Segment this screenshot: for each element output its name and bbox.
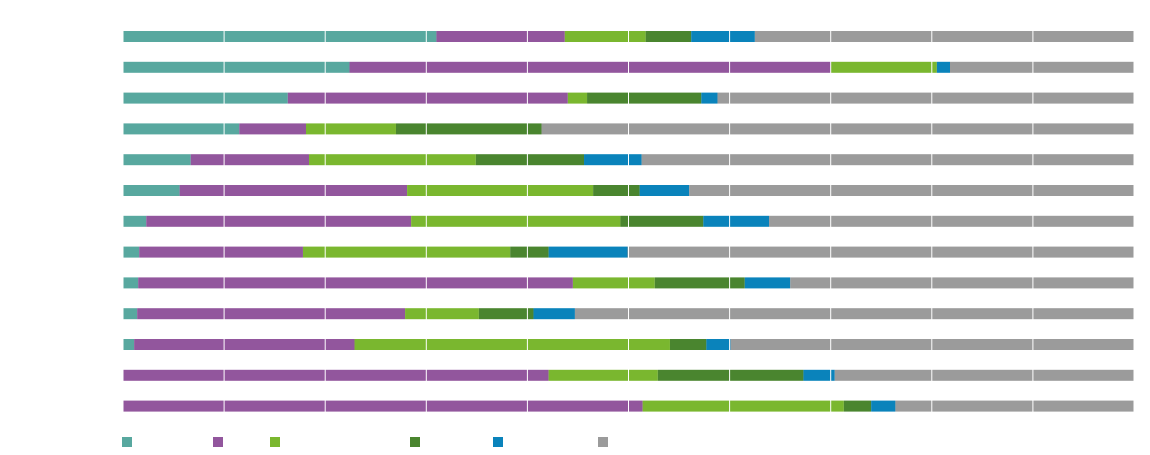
bar-segment-series-2	[287, 92, 568, 104]
bar-segment-series-1	[123, 339, 135, 350]
bar-segment-series-1	[123, 308, 138, 320]
legend-swatch-series-1	[122, 437, 132, 447]
bar-segment-series-6	[641, 154, 1134, 166]
bar-segment-series-2	[349, 61, 831, 73]
bar-segment-series-1	[123, 154, 191, 166]
bar-segment-series-2	[436, 31, 565, 42]
bar-segment-series-4	[843, 400, 872, 412]
bar-segment-series-1	[123, 123, 240, 135]
bar-row	[123, 185, 1134, 196]
bars-layer	[123, 31, 1135, 412]
bar-segment-series-6	[730, 339, 1134, 350]
bar-segment-series-4	[654, 277, 745, 289]
bar-segment-series-3	[642, 400, 844, 412]
bar-segment-series-6	[541, 123, 1134, 135]
bar-segment-series-6	[754, 31, 1135, 42]
bar-segment-series-2	[123, 369, 549, 381]
bar-segment-series-5	[706, 339, 731, 350]
bar-segment-series-5	[533, 308, 575, 320]
bar-segment-series-2	[134, 339, 355, 350]
bar-row	[123, 92, 1134, 104]
bar-segment-series-6	[717, 92, 1134, 104]
bar-segment-series-6	[834, 369, 1134, 381]
bar-segment-series-4	[645, 31, 692, 42]
bar-row	[123, 154, 1134, 166]
bar-segment-series-3	[305, 123, 396, 135]
bar-row	[123, 215, 1134, 227]
bar-segment-series-4	[669, 339, 707, 350]
bar-row	[123, 31, 1135, 42]
bar-segment-series-3	[567, 92, 588, 104]
bar-row	[123, 308, 1134, 320]
bar-segment-series-4	[395, 123, 542, 135]
bar-row	[123, 400, 1134, 412]
bar-segment-series-3	[572, 277, 655, 289]
bar-segment-series-4	[593, 185, 640, 196]
bar-segment-series-3	[411, 215, 621, 227]
bar-segment-series-6	[627, 246, 1134, 258]
bar-segment-series-1	[123, 61, 350, 73]
legend-swatch-series-2	[213, 437, 223, 447]
bar-row	[123, 246, 1134, 258]
bar-segment-series-4	[478, 308, 534, 320]
bar-segment-series-5	[936, 61, 950, 73]
bar-segment-series-2	[139, 246, 303, 258]
bar-segment-series-6	[689, 185, 1134, 196]
bar-segment-series-3	[354, 339, 670, 350]
bar-segment-series-1	[123, 277, 139, 289]
bar-segment-series-3	[302, 246, 511, 258]
bar-segment-series-3	[548, 369, 658, 381]
bar-segment-series-2	[138, 277, 573, 289]
bar-segment-series-1	[123, 246, 140, 258]
bar-segment-series-3	[564, 31, 646, 42]
bar-segment-series-5	[701, 92, 718, 104]
bar-segment-series-3	[830, 61, 937, 73]
bar-row	[123, 369, 1134, 381]
bar-segment-series-5	[639, 185, 690, 196]
bar-row	[123, 277, 1134, 289]
legend-swatch-series-4	[410, 437, 420, 447]
bar-segment-series-2	[190, 154, 310, 166]
bar-segment-series-4	[587, 92, 702, 104]
bar-segment-series-5	[744, 277, 791, 289]
bar-segment-series-4	[657, 369, 804, 381]
bar-segment-series-6	[950, 61, 1134, 73]
bar-segment-series-4	[510, 246, 549, 258]
bar-segment-series-1	[123, 92, 288, 104]
bar-segment-series-6	[574, 308, 1134, 320]
bar-segment-series-3	[405, 308, 479, 320]
bar-segment-series-3	[407, 185, 594, 196]
legend-swatch-series-3	[270, 437, 280, 447]
bar-segment-series-2	[146, 215, 412, 227]
bar-segment-series-5	[871, 400, 896, 412]
bar-segment-series-5	[803, 369, 835, 381]
bar-segment-series-4	[620, 215, 704, 227]
bar-row	[123, 123, 1134, 135]
bar-segment-series-1	[123, 31, 437, 42]
bar-segment-series-6	[790, 277, 1134, 289]
legend-swatch-series-5	[493, 437, 503, 447]
bar-segment-series-6	[769, 215, 1134, 227]
bar-segment-series-3	[309, 154, 476, 166]
bar-segment-series-5	[584, 154, 642, 166]
bar-segment-series-5	[703, 215, 770, 227]
bar-segment-series-4	[475, 154, 585, 166]
bar-segment-series-1	[123, 215, 147, 227]
bar-segment-series-5	[691, 31, 755, 42]
bar-segment-series-2	[239, 123, 306, 135]
bar-segment-series-5	[548, 246, 628, 258]
bar-segment-series-1	[123, 185, 180, 196]
bar-segment-series-2	[179, 185, 408, 196]
gridlines	[122, 28, 1135, 415]
bar-row	[123, 339, 1134, 350]
legend	[122, 437, 608, 447]
bar-segment-series-6	[895, 400, 1134, 412]
bar-row	[123, 61, 1134, 73]
bar-segment-series-2	[137, 308, 406, 320]
legend-swatch-series-6	[598, 437, 608, 447]
bar-segment-series-2	[123, 400, 643, 412]
